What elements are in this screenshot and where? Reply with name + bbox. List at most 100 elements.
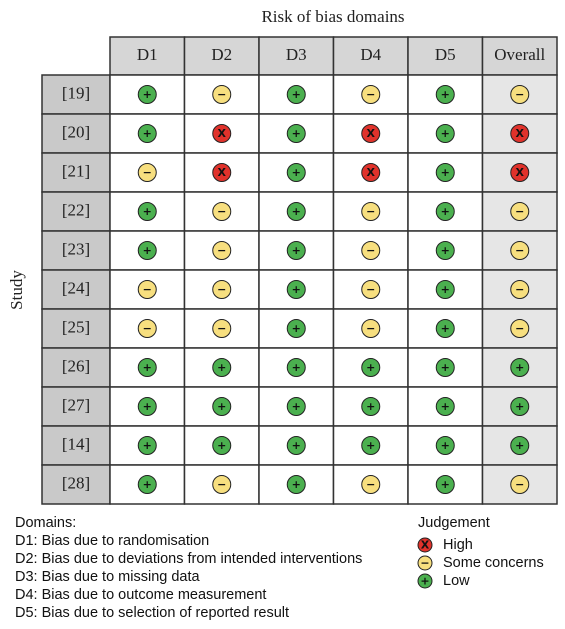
judgement-marker xyxy=(510,280,530,299)
judgement-marker xyxy=(137,397,157,416)
judgement-symbol: − xyxy=(217,205,226,218)
judgement-marker xyxy=(510,124,530,143)
judgement-symbol: + xyxy=(366,361,375,374)
judgement-symbol: + xyxy=(366,400,375,413)
judgement-marker xyxy=(286,397,306,416)
judgement-symbol: − xyxy=(217,88,226,101)
judgement-symbol: − xyxy=(217,478,226,491)
judgement-symbol: + xyxy=(441,127,450,140)
judgement-marker xyxy=(361,85,381,104)
judgement-symbol: − xyxy=(515,478,524,491)
judgement-symbol: + xyxy=(143,127,152,140)
judgement-symbol: + xyxy=(515,400,524,413)
domains-title: Domains: xyxy=(15,515,76,531)
judgement-marker xyxy=(510,436,530,455)
judgement-symbol: − xyxy=(217,244,226,257)
judgement-symbol: + xyxy=(420,575,429,588)
judgement-symbol: + xyxy=(217,361,226,374)
judgement-symbol: − xyxy=(217,283,226,296)
judgement-symbol: + xyxy=(292,205,301,218)
judgement-marker xyxy=(510,475,530,494)
judgement-symbol: − xyxy=(515,322,524,335)
judgement-symbol: + xyxy=(292,244,301,257)
judgement-marker xyxy=(137,202,157,221)
judgement-marker xyxy=(435,475,455,494)
judgement-marker xyxy=(361,475,381,494)
judgement-marker xyxy=(212,241,232,260)
judgement-symbol: + xyxy=(292,361,301,374)
judgement-marker xyxy=(137,475,157,494)
judgement-symbol: − xyxy=(143,283,152,296)
judgement-marker xyxy=(435,280,455,299)
judgement-marker xyxy=(417,537,433,553)
judgement-marker xyxy=(286,358,306,377)
study-label: [14] xyxy=(62,434,90,453)
judgement-symbol: + xyxy=(515,361,524,374)
column-header: Overall xyxy=(494,45,545,64)
row-header-cell xyxy=(41,191,111,232)
judgement-symbol: + xyxy=(292,478,301,491)
judgement-marker xyxy=(361,163,381,182)
judgement-symbol: + xyxy=(217,400,226,413)
row-header-cell xyxy=(41,464,111,505)
study-label: [21] xyxy=(62,161,90,180)
judgement-symbol: + xyxy=(441,478,450,491)
judgement-symbol: X xyxy=(218,166,227,179)
study-label: [20] xyxy=(62,122,90,141)
judgement-marker xyxy=(212,358,232,377)
judgement-symbol: + xyxy=(143,439,152,452)
study-label: [28] xyxy=(62,473,90,492)
judgement-symbol: + xyxy=(441,166,450,179)
judgement-symbol: − xyxy=(420,557,429,570)
judgement-marker xyxy=(137,436,157,455)
judgement-symbol: + xyxy=(292,88,301,101)
judgement-marker xyxy=(137,241,157,260)
judgement-marker xyxy=(286,436,306,455)
judgement-symbol: − xyxy=(366,244,375,257)
judgement-symbol: + xyxy=(143,400,152,413)
legend-label: Some concerns xyxy=(443,555,544,571)
judgement-marker xyxy=(361,124,381,143)
study-label: [25] xyxy=(62,317,90,336)
judgement-marker xyxy=(510,163,530,182)
judgement-marker xyxy=(212,124,232,143)
judgement-marker xyxy=(286,319,306,338)
judgement-symbol: X xyxy=(516,166,525,179)
title: Risk of bias domains xyxy=(261,7,404,26)
judgement-symbol: − xyxy=(515,283,524,296)
judgement-marker xyxy=(137,319,157,338)
judgement-marker xyxy=(137,85,157,104)
judgement-symbol: X xyxy=(516,127,525,140)
judgement-marker xyxy=(435,397,455,416)
domain-description: D4: Bias due to outcome measurement xyxy=(15,587,266,603)
judgement-marker xyxy=(286,475,306,494)
judgement-marker xyxy=(286,280,306,299)
judgement-symbol: + xyxy=(292,166,301,179)
judgement-symbol: + xyxy=(292,400,301,413)
judgement-marker xyxy=(435,358,455,377)
judgement-marker xyxy=(286,202,306,221)
judgement-symbol: + xyxy=(441,322,450,335)
judgement-marker xyxy=(212,85,232,104)
judgement-marker xyxy=(286,124,306,143)
judgement-marker xyxy=(510,319,530,338)
judgement-symbol: + xyxy=(441,361,450,374)
judgement-symbol: + xyxy=(217,439,226,452)
study-label: [22] xyxy=(62,200,90,219)
judgement-marker xyxy=(137,358,157,377)
judgement-symbol: + xyxy=(441,244,450,257)
judgement-marker xyxy=(435,124,455,143)
judgement-marker xyxy=(435,436,455,455)
judgement-symbol: + xyxy=(441,88,450,101)
judgement-symbol: + xyxy=(441,439,450,452)
judgement-marker xyxy=(510,358,530,377)
judgement-symbol: X xyxy=(218,127,227,140)
judgement-marker xyxy=(286,241,306,260)
study-label: [24] xyxy=(62,278,90,297)
judgement-symbol: − xyxy=(143,322,152,335)
judgement-marker xyxy=(212,163,232,182)
judgement-marker xyxy=(510,397,530,416)
judgement-marker xyxy=(286,85,306,104)
legend-label: High xyxy=(443,537,473,553)
